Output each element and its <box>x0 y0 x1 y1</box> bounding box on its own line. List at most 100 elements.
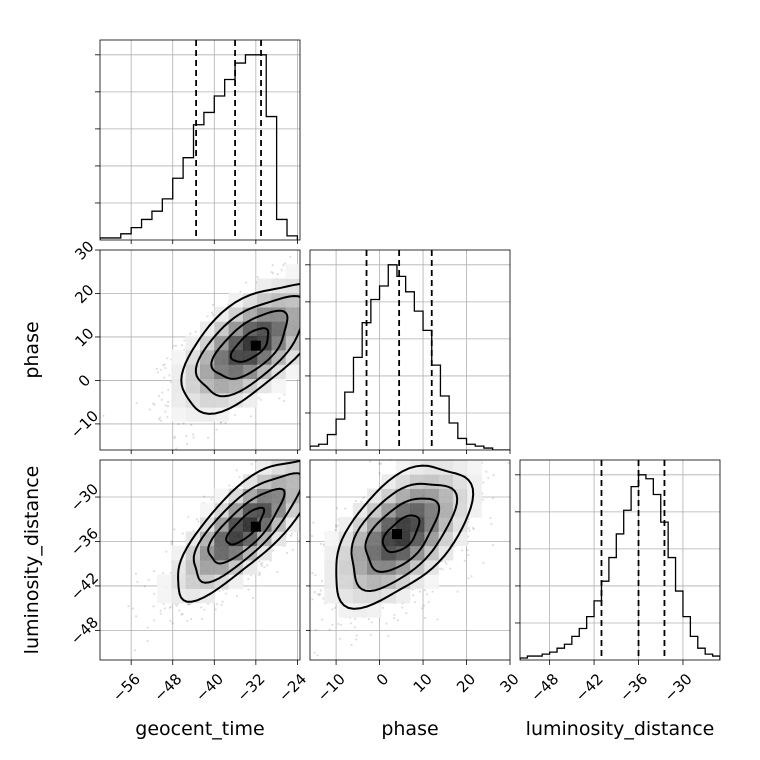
density-cell <box>228 335 244 351</box>
sample-point <box>211 311 214 314</box>
sample-point <box>412 455 414 457</box>
sample-point <box>192 529 195 532</box>
sample-point <box>282 451 284 453</box>
sample-point <box>429 454 431 456</box>
sample-point <box>422 604 426 607</box>
sample-point <box>152 605 155 608</box>
sample-point <box>255 460 258 462</box>
sample-point <box>134 572 137 575</box>
sample-point <box>300 469 302 471</box>
sample-point <box>393 613 396 617</box>
sample-point <box>131 607 135 610</box>
density-cell <box>200 502 215 518</box>
sample-point <box>169 381 172 384</box>
sample-point <box>283 262 286 265</box>
sample-point <box>164 410 167 413</box>
sample-point <box>274 456 276 458</box>
sample-point <box>174 344 178 347</box>
sample-point <box>257 574 260 577</box>
sample-point <box>307 623 309 625</box>
contour-line <box>210 309 289 380</box>
sample-point <box>431 590 434 593</box>
density-cell <box>185 378 201 394</box>
sample-point <box>178 609 181 612</box>
sample-point <box>214 608 217 611</box>
sample-point <box>327 453 329 455</box>
sample-point <box>259 398 262 401</box>
contour-line <box>207 487 286 565</box>
sample-point <box>319 589 322 592</box>
sample-point <box>197 520 200 523</box>
density-cell <box>214 531 229 547</box>
sample-point <box>355 634 358 637</box>
density-cell <box>271 460 287 475</box>
sample-point <box>401 606 404 609</box>
sample-point <box>163 376 166 379</box>
density-cell <box>228 502 244 518</box>
panel-border <box>99 249 301 451</box>
sample-point <box>302 341 304 343</box>
density-cell <box>214 545 229 561</box>
sample-point <box>331 455 333 457</box>
histogram-geocent_time <box>100 54 299 240</box>
sample-point <box>235 595 239 598</box>
density-cell <box>228 574 244 589</box>
sample-point <box>304 357 306 359</box>
sample-point <box>304 346 306 348</box>
sample-point <box>161 391 164 394</box>
sample-point <box>306 472 308 474</box>
sample-point <box>136 580 139 584</box>
sample-point <box>301 464 303 466</box>
sample-point <box>350 644 353 647</box>
sample-point <box>300 324 302 326</box>
sample-point <box>302 516 304 518</box>
sample-point <box>305 326 307 328</box>
sample-point <box>201 617 204 621</box>
sample-point <box>515 458 517 460</box>
sample-point <box>455 451 457 453</box>
sample-point <box>385 622 388 625</box>
sample-point <box>396 619 399 622</box>
sample-point <box>189 602 192 606</box>
density-cell <box>242 545 258 561</box>
sample-point <box>445 562 448 565</box>
density-cell <box>271 278 287 294</box>
sample-point <box>180 613 183 616</box>
sample-point <box>171 622 174 625</box>
density-cell <box>285 502 300 518</box>
sample-point <box>192 433 195 436</box>
sample-point <box>239 290 242 293</box>
panel-border <box>309 249 511 451</box>
density-cell <box>228 364 244 379</box>
sample-point <box>319 542 322 546</box>
sample-point <box>362 496 365 499</box>
sample-point <box>153 403 156 406</box>
sample-point <box>207 436 210 439</box>
sample-point <box>467 527 470 530</box>
sample-point <box>170 542 173 546</box>
sample-point <box>302 454 304 456</box>
panel-border <box>99 459 301 661</box>
sample-point <box>203 608 206 611</box>
sample-point <box>258 572 262 576</box>
sample-point <box>436 618 439 621</box>
density-cell <box>242 392 258 408</box>
sample-point <box>320 579 324 583</box>
sample-point <box>314 628 317 632</box>
sample-point <box>302 315 304 317</box>
sample-point <box>206 315 209 318</box>
sample-point <box>302 490 304 492</box>
sample-point <box>378 462 381 465</box>
sample-point <box>240 484 243 487</box>
sample-point <box>283 400 286 403</box>
sample-point <box>301 438 303 440</box>
sample-point <box>304 284 306 286</box>
sample-point <box>238 476 241 479</box>
sample-point <box>174 602 177 606</box>
sample-point <box>289 255 292 258</box>
sample-point <box>167 400 170 403</box>
sample-point <box>308 472 310 474</box>
density-cell <box>185 574 201 589</box>
sample-point <box>271 549 274 552</box>
sample-point <box>228 484 231 487</box>
